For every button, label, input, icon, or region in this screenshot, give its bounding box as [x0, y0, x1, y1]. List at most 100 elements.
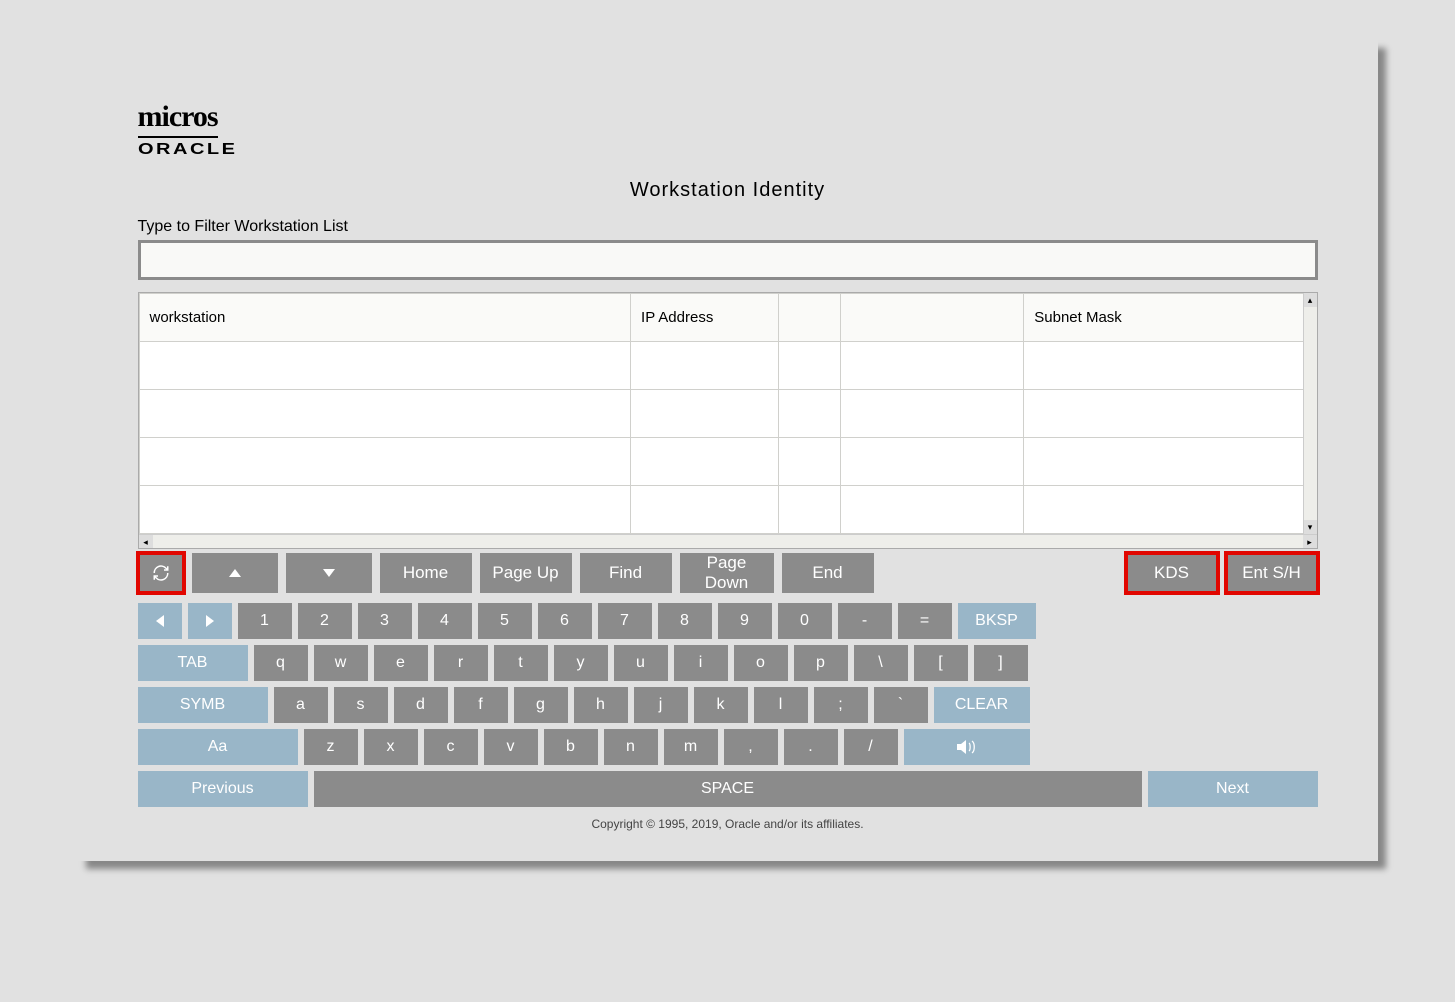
- key-w[interactable]: w: [314, 645, 368, 681]
- key-x[interactable]: x: [364, 729, 418, 765]
- key-/[interactable]: /: [844, 729, 898, 765]
- shift-key[interactable]: Aa: [138, 729, 298, 765]
- scroll-up-icon[interactable]: ▴: [1304, 293, 1317, 307]
- table-cell[interactable]: [139, 342, 631, 390]
- table-row[interactable]: [139, 342, 1316, 390]
- key-d[interactable]: d: [394, 687, 448, 723]
- table-cell[interactable]: [778, 486, 841, 534]
- sound-key[interactable]: [904, 729, 1030, 765]
- key-l[interactable]: l: [754, 687, 808, 723]
- pagedown-button[interactable]: Page Down: [680, 553, 774, 593]
- cursor-left-key[interactable]: [138, 603, 182, 639]
- end-button[interactable]: End: [782, 553, 874, 593]
- entsh-button[interactable]: Ent S/H: [1226, 553, 1318, 593]
- table-cell[interactable]: [1024, 390, 1316, 438]
- key-1[interactable]: 1: [238, 603, 292, 639]
- key-2[interactable]: 2: [298, 603, 352, 639]
- key-c[interactable]: c: [424, 729, 478, 765]
- table-cell[interactable]: [841, 390, 1024, 438]
- kds-button[interactable]: KDS: [1126, 553, 1218, 593]
- nav-up-button[interactable]: [192, 553, 278, 593]
- table-cell[interactable]: [631, 486, 778, 534]
- key-m[interactable]: m: [664, 729, 718, 765]
- cursor-right-key[interactable]: [188, 603, 232, 639]
- key-`[interactable]: `: [874, 687, 928, 723]
- table-cell[interactable]: [841, 342, 1024, 390]
- table-cell[interactable]: [1024, 486, 1316, 534]
- key-][interactable]: ]: [974, 645, 1028, 681]
- key-q[interactable]: q: [254, 645, 308, 681]
- scroll-left-icon[interactable]: ◂: [139, 535, 153, 548]
- table-cell[interactable]: [139, 438, 631, 486]
- key-y[interactable]: y: [554, 645, 608, 681]
- key-z[interactable]: z: [304, 729, 358, 765]
- key-b[interactable]: b: [544, 729, 598, 765]
- nav-down-button[interactable]: [286, 553, 372, 593]
- key-n[interactable]: n: [604, 729, 658, 765]
- table-cell[interactable]: [841, 486, 1024, 534]
- tab-key[interactable]: TAB: [138, 645, 248, 681]
- table-cell[interactable]: [1024, 438, 1316, 486]
- key-7[interactable]: 7: [598, 603, 652, 639]
- table-cell[interactable]: [631, 390, 778, 438]
- key-\[interactable]: \: [854, 645, 908, 681]
- backspace-key[interactable]: BKSP: [958, 603, 1036, 639]
- previous-key[interactable]: Previous: [138, 771, 308, 807]
- table-cell[interactable]: [139, 390, 631, 438]
- key-a[interactable]: a: [274, 687, 328, 723]
- key-u[interactable]: u: [614, 645, 668, 681]
- key-.[interactable]: .: [784, 729, 838, 765]
- table-cell[interactable]: [631, 342, 778, 390]
- key-k[interactable]: k: [694, 687, 748, 723]
- column-header[interactable]: [841, 294, 1024, 342]
- key-v[interactable]: v: [484, 729, 538, 765]
- key-j[interactable]: j: [634, 687, 688, 723]
- key-,[interactable]: ,: [724, 729, 778, 765]
- symbols-key[interactable]: SYMB: [138, 687, 268, 723]
- key-e[interactable]: e: [374, 645, 428, 681]
- key-=[interactable]: =: [898, 603, 952, 639]
- key--[interactable]: -: [838, 603, 892, 639]
- table-cell[interactable]: [778, 342, 841, 390]
- key-g[interactable]: g: [514, 687, 568, 723]
- key-t[interactable]: t: [494, 645, 548, 681]
- column-header[interactable]: IP Address: [631, 294, 778, 342]
- scroll-right-icon[interactable]: ▸: [1303, 535, 1317, 548]
- key-9[interactable]: 9: [718, 603, 772, 639]
- horizontal-scrollbar[interactable]: ◂ ▸: [139, 534, 1317, 548]
- next-key[interactable]: Next: [1148, 771, 1318, 807]
- key-i[interactable]: i: [674, 645, 728, 681]
- home-button[interactable]: Home: [380, 553, 472, 593]
- table-cell[interactable]: [1024, 342, 1316, 390]
- key-6[interactable]: 6: [538, 603, 592, 639]
- scroll-down-icon[interactable]: ▾: [1304, 520, 1317, 534]
- table-row[interactable]: [139, 390, 1316, 438]
- find-button[interactable]: Find: [580, 553, 672, 593]
- table-cell[interactable]: [631, 438, 778, 486]
- filter-input[interactable]: [141, 243, 1315, 277]
- key-f[interactable]: f: [454, 687, 508, 723]
- space-key[interactable]: SPACE: [314, 771, 1142, 807]
- key-8[interactable]: 8: [658, 603, 712, 639]
- key-4[interactable]: 4: [418, 603, 472, 639]
- table-cell[interactable]: [841, 438, 1024, 486]
- clear-key[interactable]: CLEAR: [934, 687, 1030, 723]
- table-cell[interactable]: [778, 390, 841, 438]
- key-h[interactable]: h: [574, 687, 628, 723]
- key-r[interactable]: r: [434, 645, 488, 681]
- pageup-button[interactable]: Page Up: [480, 553, 572, 593]
- key-3[interactable]: 3: [358, 603, 412, 639]
- key-p[interactable]: p: [794, 645, 848, 681]
- key-s[interactable]: s: [334, 687, 388, 723]
- column-header[interactable]: workstation: [139, 294, 631, 342]
- refresh-button[interactable]: [138, 553, 184, 593]
- key-5[interactable]: 5: [478, 603, 532, 639]
- key-[[interactable]: [: [914, 645, 968, 681]
- column-header[interactable]: [778, 294, 841, 342]
- table-cell[interactable]: [139, 486, 631, 534]
- key-;[interactable]: ;: [814, 687, 868, 723]
- column-header[interactable]: Subnet Mask: [1024, 294, 1316, 342]
- table-row[interactable]: [139, 438, 1316, 486]
- vertical-scrollbar[interactable]: ▴ ▾: [1303, 293, 1317, 534]
- key-o[interactable]: o: [734, 645, 788, 681]
